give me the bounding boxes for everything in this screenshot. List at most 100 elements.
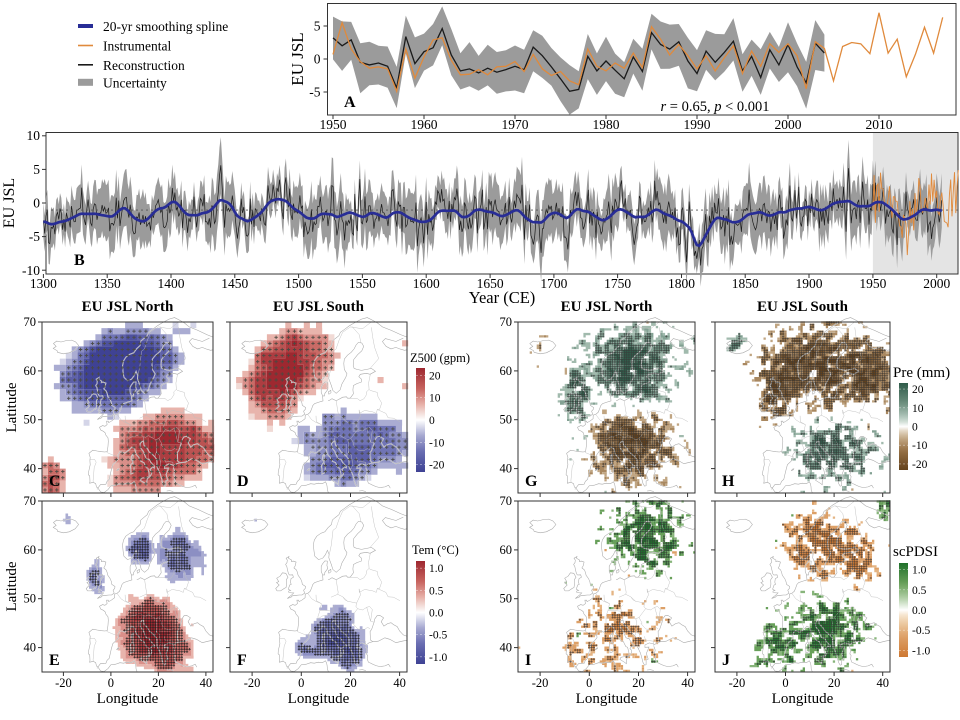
- svg-text:Longitude: Longitude: [97, 691, 159, 707]
- svg-text:1400: 1400: [158, 276, 185, 291]
- svg-text:EU JSL North: EU JSL North: [82, 299, 174, 315]
- svg-text:D: D: [237, 473, 249, 490]
- svg-text:50: 50: [500, 592, 513, 606]
- svg-text:-20: -20: [55, 676, 72, 690]
- svg-text:Longitude: Longitude: [288, 691, 350, 707]
- svg-text:Uncertainty: Uncertainty: [103, 75, 167, 90]
- svg-text:1700: 1700: [540, 276, 567, 291]
- svg-text:60: 60: [500, 543, 513, 557]
- svg-text:E: E: [49, 652, 60, 669]
- svg-text:1.0: 1.0: [429, 563, 444, 575]
- svg-text:1300: 1300: [30, 276, 57, 291]
- svg-text:EU JSL: EU JSL: [288, 32, 307, 85]
- svg-text:0: 0: [33, 196, 40, 211]
- svg-text:70: 70: [500, 494, 513, 508]
- svg-text:20: 20: [429, 370, 441, 382]
- svg-text:H: H: [722, 473, 735, 490]
- svg-text:40: 40: [393, 676, 406, 690]
- svg-text:20: 20: [632, 676, 645, 690]
- svg-text:1550: 1550: [349, 276, 376, 291]
- svg-text:-10: -10: [429, 437, 445, 449]
- svg-text:1800: 1800: [668, 276, 695, 291]
- svg-text:70: 70: [24, 315, 37, 329]
- svg-text:1750: 1750: [604, 276, 631, 291]
- svg-text:40: 40: [500, 462, 513, 476]
- svg-text:G: G: [525, 473, 538, 490]
- svg-text:J: J: [722, 652, 730, 669]
- svg-text:0: 0: [108, 676, 114, 690]
- svg-text:20: 20: [912, 384, 924, 396]
- svg-text:F: F: [237, 652, 247, 669]
- svg-text:0.0: 0.0: [429, 608, 444, 620]
- svg-text:EU JSL South: EU JSL South: [273, 299, 365, 315]
- svg-text:1900: 1900: [796, 276, 823, 291]
- svg-text:Longitude: Longitude: [576, 691, 638, 707]
- svg-text:0: 0: [314, 52, 321, 67]
- svg-text:40: 40: [24, 462, 37, 476]
- svg-text:C: C: [49, 473, 61, 490]
- svg-text:1650: 1650: [477, 276, 504, 291]
- svg-text:1960: 1960: [411, 117, 438, 132]
- svg-text:-10: -10: [22, 263, 40, 278]
- svg-text:Z500 (gpm): Z500 (gpm): [410, 351, 470, 365]
- svg-text:50: 50: [24, 592, 37, 606]
- svg-text:60: 60: [500, 364, 513, 378]
- svg-text:50: 50: [24, 413, 37, 427]
- svg-text:Latitude: Latitude: [4, 382, 20, 432]
- svg-text:40: 40: [681, 676, 694, 690]
- svg-text:-1.0: -1.0: [429, 652, 447, 664]
- svg-text:60: 60: [24, 364, 37, 378]
- svg-text:A: A: [344, 94, 356, 111]
- svg-text:1950: 1950: [859, 276, 886, 291]
- svg-text:-0.5: -0.5: [429, 630, 447, 642]
- svg-text:5: 5: [33, 162, 40, 177]
- svg-text:1990: 1990: [684, 117, 711, 132]
- svg-text:1350: 1350: [94, 276, 121, 291]
- svg-text:40: 40: [500, 641, 513, 655]
- svg-text:70: 70: [500, 315, 513, 329]
- svg-text:EU JSL South: EU JSL South: [757, 299, 849, 315]
- svg-text:Reconstruction: Reconstruction: [103, 58, 185, 73]
- svg-text:2000: 2000: [923, 276, 950, 291]
- svg-text:40: 40: [200, 676, 213, 690]
- svg-text:-20: -20: [429, 460, 445, 472]
- svg-text:-20: -20: [729, 676, 746, 690]
- svg-text:0: 0: [912, 422, 918, 434]
- svg-text:20: 20: [344, 676, 357, 690]
- svg-text:0.5: 0.5: [912, 585, 927, 597]
- svg-text:1.0: 1.0: [912, 565, 927, 577]
- svg-text:-10: -10: [912, 440, 928, 452]
- svg-text:1450: 1450: [221, 276, 248, 291]
- svg-text:0: 0: [298, 676, 304, 690]
- svg-text:-20: -20: [912, 459, 928, 471]
- svg-text:EU JSL: EU JSL: [1, 178, 18, 228]
- svg-text:EU JSL North: EU JSL North: [561, 299, 653, 315]
- svg-text:0: 0: [429, 415, 435, 427]
- svg-text:Latitude: Latitude: [4, 561, 20, 611]
- svg-text:5: 5: [314, 19, 321, 34]
- svg-text:0: 0: [586, 676, 592, 690]
- svg-text:2000: 2000: [775, 117, 802, 132]
- svg-text:0.0: 0.0: [912, 605, 927, 617]
- svg-text:2010: 2010: [866, 117, 893, 132]
- svg-text:1850: 1850: [732, 276, 759, 291]
- svg-text:10: 10: [429, 393, 441, 405]
- svg-text:Longitude: Longitude: [772, 691, 834, 707]
- svg-text:Pre (mm): Pre (mm): [893, 365, 950, 381]
- svg-text:1980: 1980: [593, 117, 620, 132]
- svg-text:50: 50: [500, 413, 513, 427]
- svg-text:1600: 1600: [413, 276, 440, 291]
- svg-text:1970: 1970: [502, 117, 529, 132]
- svg-text:-0.5: -0.5: [912, 625, 930, 637]
- svg-text:70: 70: [24, 494, 37, 508]
- svg-text:1500: 1500: [285, 276, 312, 291]
- svg-text:20-yr smoothing spline: 20-yr smoothing spline: [103, 19, 228, 34]
- svg-text:Instrumental: Instrumental: [103, 39, 171, 54]
- svg-text:B: B: [74, 252, 85, 269]
- svg-text:Year (CE): Year (CE): [469, 288, 536, 307]
- svg-text:40: 40: [876, 676, 889, 690]
- svg-text:0: 0: [782, 676, 788, 690]
- svg-text:10: 10: [912, 403, 924, 415]
- svg-text:20: 20: [152, 676, 165, 690]
- svg-text:-5: -5: [29, 229, 40, 244]
